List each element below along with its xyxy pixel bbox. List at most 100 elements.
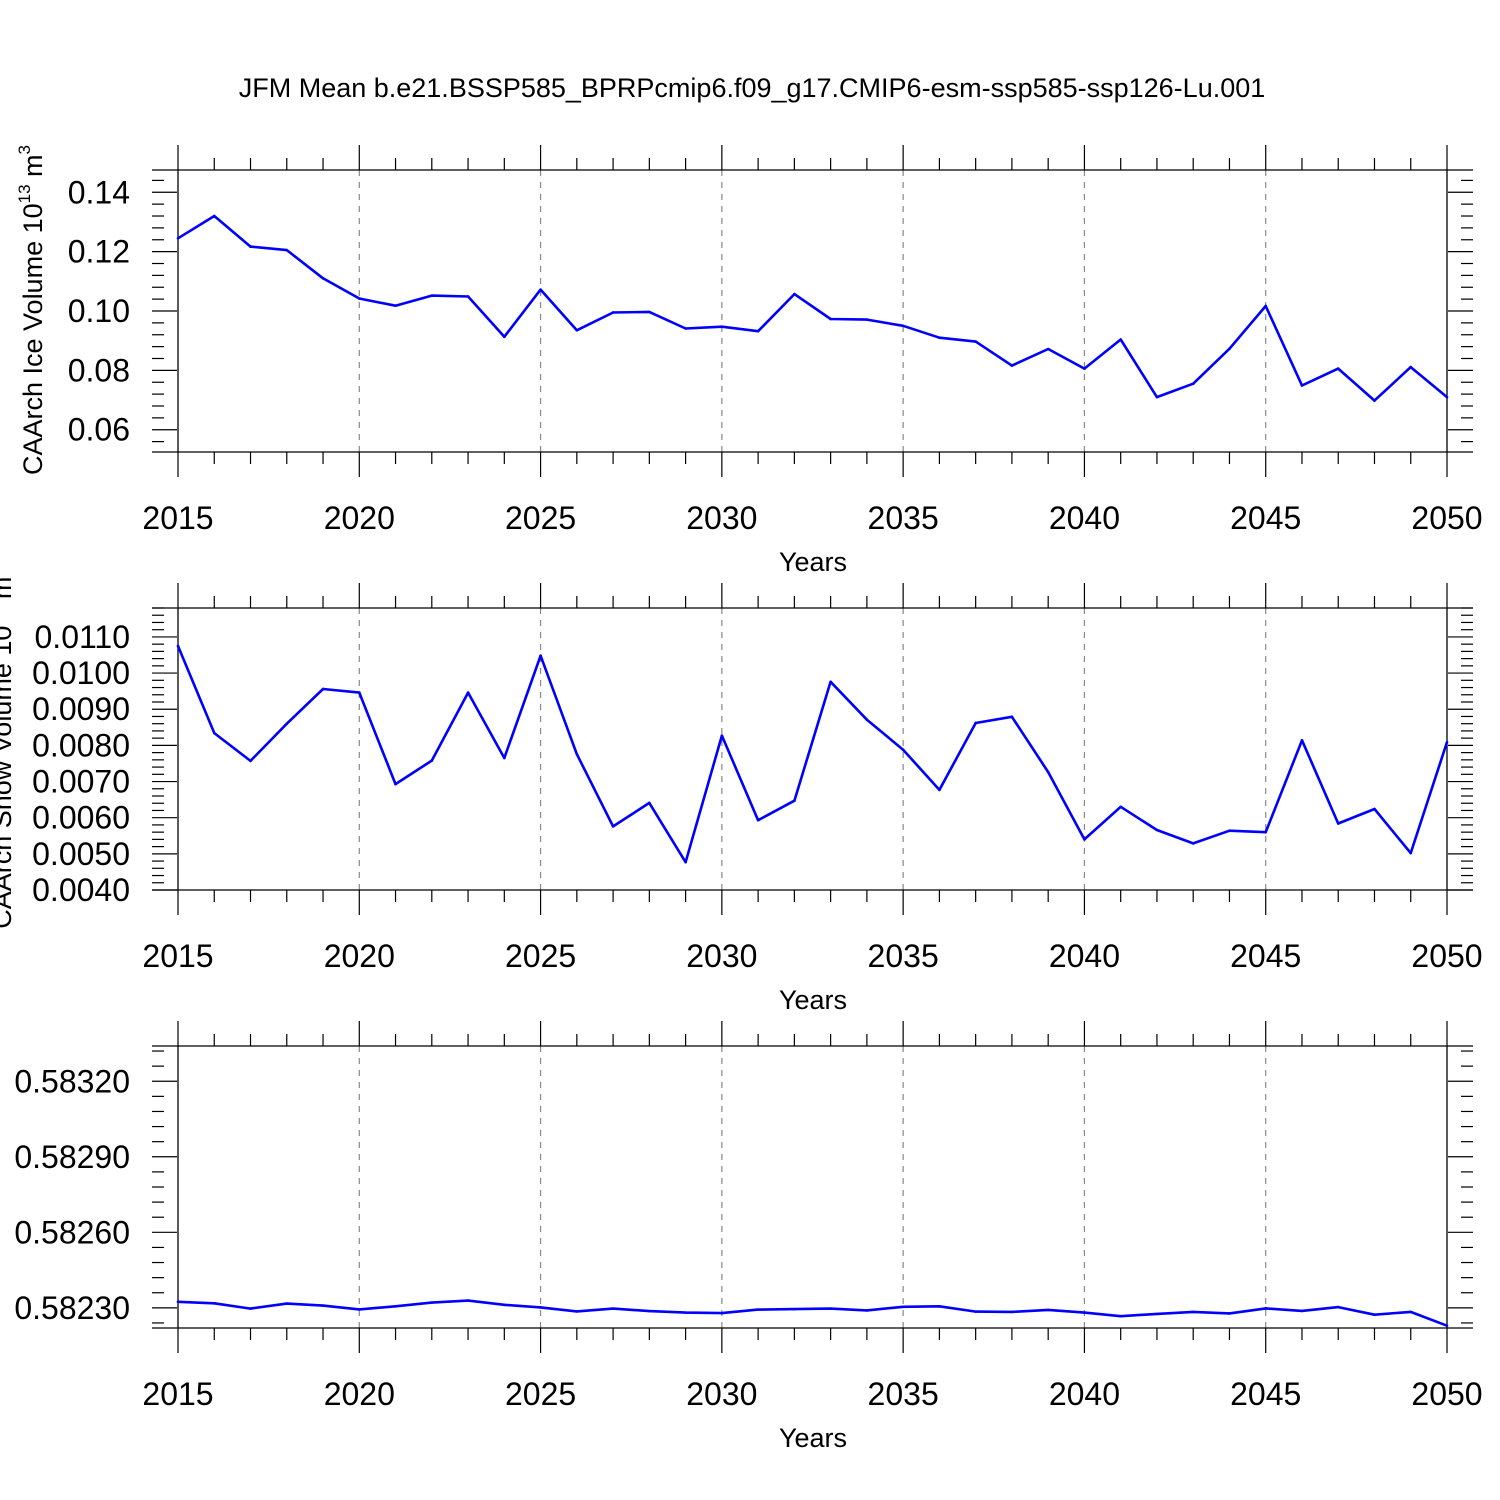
data-point	[974, 721, 977, 725]
y-tick-label: 0.08	[68, 352, 130, 388]
panel-ice-volume: CAArch Ice Volume 1013 m3 2015 2020 2025 20…	[15, 145, 1483, 577]
data-point	[1445, 1324, 1449, 1328]
panel-2-ylabel: CAArch Snow Volume 1013 m3	[0, 567, 17, 929]
data-point	[611, 825, 615, 828]
x-tick-label: 2015	[142, 500, 213, 536]
panel-1-ylabel-unit: m	[18, 154, 48, 184]
x-tick-label: 2025	[505, 1376, 576, 1412]
y-tick-label: 0.10	[68, 293, 130, 329]
data-point	[1046, 1308, 1050, 1312]
data-point	[1191, 382, 1195, 386]
x-tick-label: 2030	[686, 1376, 757, 1412]
data-point	[1083, 838, 1086, 841]
data-point	[684, 860, 687, 864]
x-tick-label: 2030	[686, 938, 757, 974]
data-point	[539, 1306, 542, 1309]
x-axis-label: Years	[779, 547, 847, 577]
data-point	[285, 1302, 289, 1305]
data-point	[793, 1307, 796, 1311]
data-point	[575, 752, 579, 756]
data-point	[1373, 807, 1376, 811]
y-tick-label: 0.06	[68, 412, 130, 448]
y-tick-label: 0.58230	[14, 1290, 130, 1326]
data-point	[756, 329, 760, 333]
data-point	[176, 1300, 180, 1304]
data-point	[1264, 304, 1268, 308]
x-tick-label: 2045	[1230, 1376, 1301, 1412]
data-point	[938, 1305, 941, 1308]
data-point	[829, 1307, 832, 1310]
data-point	[756, 1308, 760, 1311]
data-point	[1409, 1310, 1413, 1314]
data-point	[611, 311, 615, 314]
data-point	[720, 325, 724, 329]
data-point	[756, 818, 760, 822]
data-point	[503, 335, 506, 339]
x-tick-label: 2020	[324, 500, 395, 536]
y-tick-label: 0.0110	[35, 619, 131, 655]
data-point	[1228, 1312, 1231, 1315]
data-point	[575, 1310, 579, 1313]
x-axis-label: Years	[779, 1423, 847, 1453]
data-point	[212, 731, 216, 735]
y-tick-label: 0.0060	[32, 800, 130, 836]
data-point	[1155, 828, 1159, 832]
y-tick-label: 0.58290	[14, 1139, 130, 1175]
data-point	[1010, 715, 1014, 719]
data-point	[684, 1311, 687, 1314]
data-point	[901, 748, 905, 752]
x-tick-label: 2035	[868, 938, 939, 974]
x-tick-label: 2015	[142, 938, 213, 974]
x-tick-label: 2045	[1230, 500, 1301, 536]
data-point	[974, 340, 977, 343]
data-point	[1010, 364, 1014, 367]
y-tick-label: 0.0090	[32, 691, 130, 727]
data-point	[901, 324, 905, 328]
data-point	[176, 644, 180, 648]
y-tick-label: 0.58260	[14, 1214, 130, 1250]
data-point	[430, 1301, 434, 1304]
y-tick-label: 0.12	[68, 234, 130, 270]
data-series-line	[176, 645, 1449, 864]
x-tick-label: 2050	[1411, 938, 1482, 974]
data-point	[1264, 1307, 1268, 1310]
x-tick-label: 2040	[1049, 1376, 1120, 1412]
data-point	[1300, 739, 1304, 742]
x-tick-label: 2025	[505, 500, 576, 536]
x-tick-label: 2035	[868, 1376, 939, 1412]
data-point	[1373, 1313, 1376, 1316]
data-point	[466, 691, 470, 694]
data-point	[793, 292, 796, 296]
data-series-line	[177, 214, 1448, 402]
x-tick-label: 2030	[686, 500, 757, 536]
data-point	[321, 1304, 325, 1307]
x-tick-label: 2020	[324, 938, 395, 974]
data-point	[648, 1309, 651, 1313]
data-point	[1409, 851, 1413, 855]
data-point	[394, 1305, 397, 1308]
data-point	[648, 310, 651, 314]
data-point	[865, 718, 869, 722]
data-point	[285, 248, 289, 252]
data-point	[321, 277, 325, 280]
data-point	[1336, 367, 1340, 370]
panel-2-ylabel-unit: m	[0, 577, 17, 607]
panel-2-ylabel-unit-exp: 3	[0, 567, 3, 576]
data-point	[901, 1305, 905, 1309]
data-point	[1228, 347, 1231, 350]
data-point	[1083, 367, 1086, 370]
y-tick-label: 0.0040	[32, 872, 130, 908]
data-point	[829, 680, 832, 684]
data-point	[1083, 1311, 1086, 1314]
data-point	[829, 317, 832, 321]
x-tick-label: 2015	[142, 1376, 213, 1412]
panel-1-ylabel-unit-exp: 3	[15, 145, 34, 154]
data-point	[611, 1307, 615, 1310]
data-point	[1264, 830, 1268, 834]
data-point	[357, 297, 361, 300]
data-point	[285, 722, 289, 725]
data-point	[249, 1307, 252, 1310]
data-point	[1046, 347, 1050, 351]
data-point	[1119, 805, 1122, 809]
data-point	[430, 294, 434, 297]
